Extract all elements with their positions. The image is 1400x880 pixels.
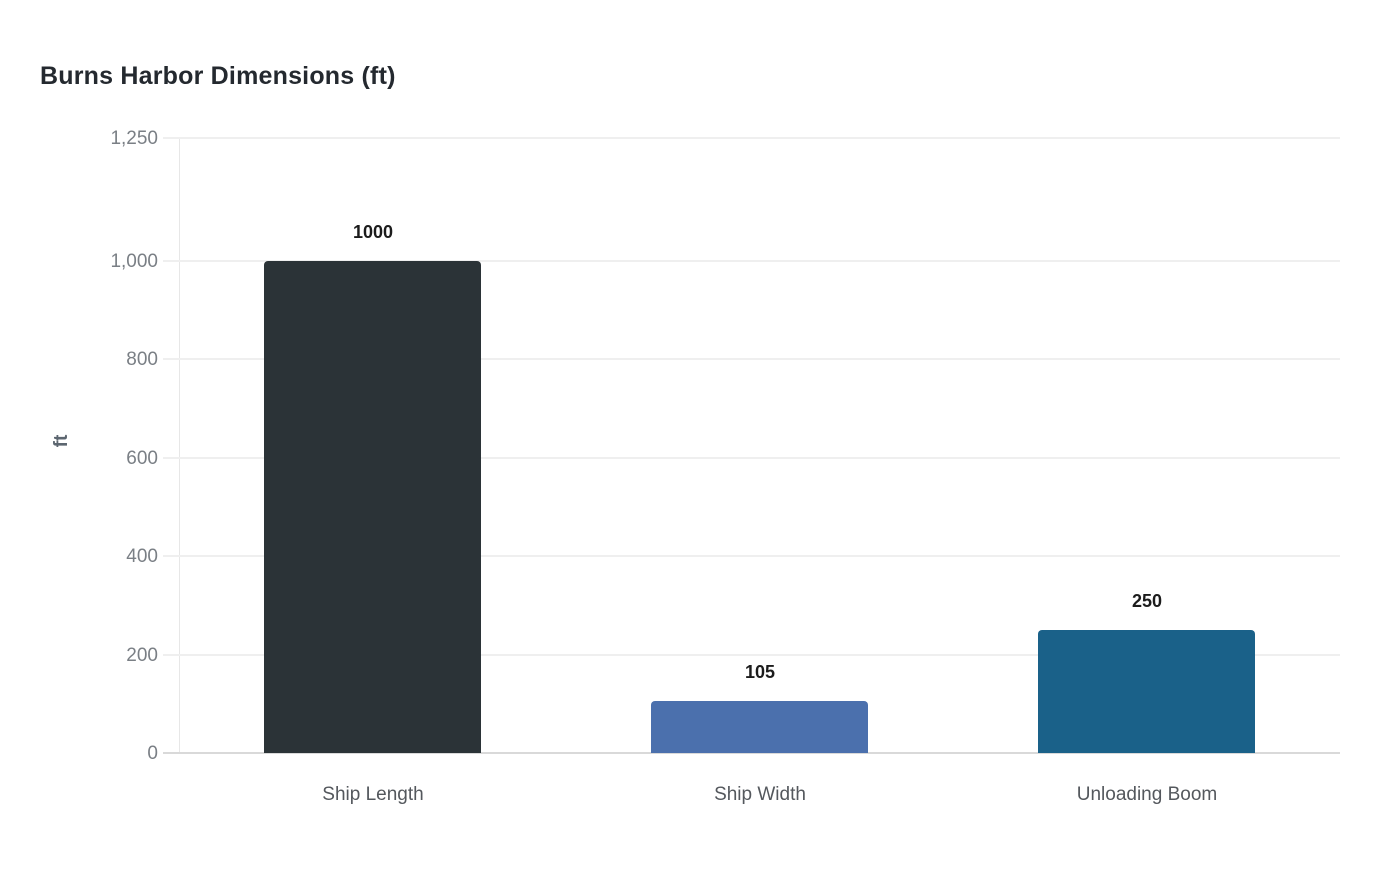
x-category-label: Ship Width bbox=[714, 784, 806, 805]
bar-value-label: 250 bbox=[1131, 591, 1163, 611]
gridline bbox=[163, 456, 1340, 459]
y-tick-label: 600 bbox=[126, 447, 158, 469]
x-category-label: Unloading Boom bbox=[1076, 784, 1218, 805]
gridline bbox=[163, 260, 1340, 262]
gridline bbox=[163, 555, 1340, 558]
gridline bbox=[163, 137, 1340, 139]
gridline bbox=[163, 358, 1340, 361]
bar-value-label: 105 bbox=[744, 662, 776, 682]
chart-title: Burns Harbor Dimensions (ft) bbox=[40, 62, 396, 90]
bar-ship-length[interactable] bbox=[264, 261, 481, 753]
y-tick-label: 0 bbox=[147, 743, 158, 764]
y-tick-label: 1,000 bbox=[110, 251, 158, 272]
gridline bbox=[163, 653, 1340, 656]
bar-ship-width[interactable] bbox=[651, 701, 868, 753]
gridline bbox=[163, 752, 1340, 754]
y-axis-line bbox=[179, 138, 180, 753]
y-tick-label: 400 bbox=[126, 546, 158, 568]
bar-unloading-boom[interactable] bbox=[1038, 630, 1255, 753]
plot-area: 1000 105 250 bbox=[163, 137, 1340, 754]
y-tick-label: 200 bbox=[126, 644, 158, 666]
bar-value-label: 1000 bbox=[352, 222, 394, 242]
y-tick-label: 800 bbox=[126, 349, 158, 371]
y-tick-label: 1,250 bbox=[110, 128, 158, 149]
x-category-label: Ship Length bbox=[322, 784, 424, 805]
